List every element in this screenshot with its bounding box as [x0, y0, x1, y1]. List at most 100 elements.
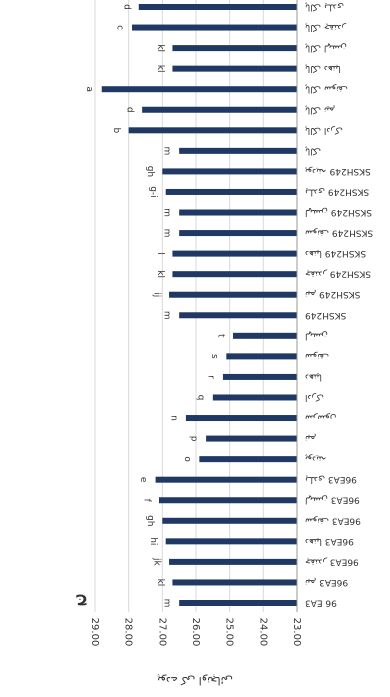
y-tick-label: پالک دھنیا — [305, 63, 341, 73]
bar — [172, 579, 297, 586]
y-tick-label: 96EA3 لہسن — [305, 495, 360, 505]
y-tick-label: 96EA3 چقندر — [305, 556, 359, 566]
y-tick-label: SKSH249 چقندر — [305, 269, 371, 279]
x-tick-label: 24.00 — [257, 618, 268, 647]
bar — [172, 271, 297, 278]
chart-title: ج — [76, 595, 88, 614]
y-tick-label: ادرک — [305, 392, 324, 403]
significance-letter: kl — [155, 65, 165, 73]
x-tick-label: 23.00 — [291, 618, 302, 647]
bar — [132, 24, 297, 31]
bar — [179, 600, 297, 606]
y-tick-label: سرسوں — [305, 413, 336, 423]
y-tick-label: SKSH249 نیم — [305, 289, 360, 299]
bar — [162, 517, 297, 524]
y-tick-label: SKSH249 سونف — [305, 228, 373, 238]
axis-title: پودے کی اونچائی — [157, 674, 233, 687]
y-tick-label: پالک لہسن — [305, 43, 347, 53]
x-tick-label: 27.00 — [156, 618, 167, 647]
significance-letter: s — [209, 354, 219, 359]
x-tick-label: 28.00 — [123, 618, 134, 647]
y-tick-label: SKSH249 دھنیا — [305, 248, 366, 258]
y-tick-label: 96 EA3 — [305, 598, 337, 608]
bar — [233, 332, 297, 339]
significance-letter: c — [115, 25, 125, 30]
x-tick-label: 29.00 — [89, 618, 100, 647]
x-tick-label: 25.00 — [224, 618, 235, 647]
bar — [172, 250, 297, 257]
bar — [179, 209, 297, 216]
significance-letter: e — [138, 477, 148, 483]
y-tick-label: پالک سونف — [305, 84, 348, 94]
significance-letter: p — [189, 436, 199, 442]
y-tick-label: پالک نیم — [305, 104, 336, 114]
bar — [169, 291, 297, 298]
y-tick-label: پالک — [305, 145, 322, 155]
significance-letter: o — [182, 456, 192, 462]
bar — [172, 45, 297, 52]
bar — [212, 394, 297, 401]
significance-letter: jk — [152, 557, 162, 567]
significance-letter: gh — [145, 166, 155, 177]
significance-letter: d — [121, 4, 131, 10]
significance-letter: d — [125, 107, 135, 113]
bar — [128, 127, 297, 134]
y-tick-label: پالک ادرک — [305, 125, 343, 136]
y-tick-label: SKSH249 لہسن — [305, 207, 372, 217]
significance-letter: g-i — [148, 186, 158, 197]
y-tick-label: پودینہ — [305, 454, 327, 464]
y-tick-label: دھنیا — [305, 371, 322, 381]
significance-letter: m — [162, 599, 172, 608]
y-tick-label: SKSH249 — [305, 310, 347, 320]
bar — [142, 106, 297, 113]
y-tick-label: SKSH249 پودینہ — [305, 166, 371, 176]
bar — [165, 538, 297, 545]
bar — [101, 86, 297, 93]
significance-letter: n — [168, 415, 178, 421]
bar — [165, 188, 297, 195]
significance-letter: a — [84, 86, 94, 92]
significance-letter: b — [111, 127, 121, 133]
bar — [206, 435, 297, 442]
bar — [169, 558, 297, 565]
bar — [138, 4, 297, 10]
y-tick-label: نیم — [305, 433, 316, 443]
significance-letter: l — [155, 252, 165, 255]
bar — [185, 415, 297, 422]
significance-letter: r — [205, 375, 215, 379]
significance-letter: kl — [155, 44, 165, 52]
bar — [179, 312, 297, 319]
bar — [158, 497, 297, 504]
y-tick-label: پالک چقندر — [305, 22, 347, 32]
significance-letter: gh — [145, 515, 155, 526]
significance-letter: m — [162, 229, 172, 238]
significance-letter: m — [162, 146, 172, 155]
y-tick-label: 96EA3 ہلدی — [305, 474, 357, 484]
significance-letter: f — [141, 499, 151, 503]
bar — [226, 353, 297, 360]
significance-letter: m — [162, 208, 172, 217]
y-tick-label: 96EA3 دھنیا — [305, 536, 354, 546]
y-tick-label: سونف — [305, 351, 329, 361]
bar — [162, 168, 297, 175]
significance-letter: kl — [155, 270, 165, 278]
y-tick-label: 96EA3 نیم — [305, 577, 348, 587]
significance-letter: hi — [148, 537, 158, 545]
bar — [172, 65, 297, 72]
significance-letter: ij — [152, 292, 162, 297]
y-tick-label: پالک ہلدی — [305, 2, 344, 12]
y-tick-label: 96EA3 سونف — [305, 515, 361, 525]
y-tick-label: SKSH249 ہلدی — [305, 186, 369, 196]
bar — [179, 230, 297, 237]
bar — [179, 147, 297, 154]
significance-letter: m — [162, 311, 172, 320]
bar — [199, 456, 297, 463]
bar — [155, 476, 297, 483]
significance-letter: t — [216, 334, 226, 338]
bar — [222, 373, 297, 380]
y-tick-label: لہسن — [305, 330, 328, 340]
x-tick-label: 26.00 — [190, 618, 201, 647]
significance-letter: q — [195, 395, 205, 401]
significance-letter: kl — [155, 579, 165, 587]
